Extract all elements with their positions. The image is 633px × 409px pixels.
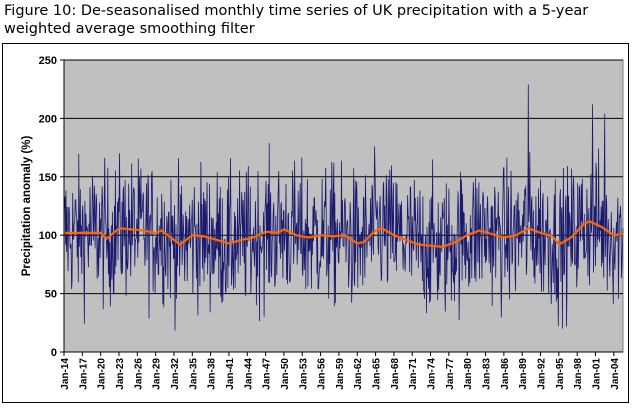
x-tick-label: Jan-80	[463, 358, 474, 390]
x-tick-label: Jan-26	[133, 358, 144, 390]
y-tick-label: 0	[51, 347, 57, 359]
x-tick-label: Jan-89	[518, 358, 529, 390]
x-tick-label: Jan-53	[298, 358, 309, 390]
x-tick-label: Jan-41	[225, 358, 236, 390]
x-tick-labels: Jan-14 Jan-17 Jan-20 Jan-23 Jan-26 Jan-29 Jan-…	[60, 358, 621, 390]
gridlines	[60, 59, 623, 353]
y-tick-labels: 0 50 100 150 200 250	[39, 55, 57, 359]
x-tick-label: Jan-65	[372, 358, 383, 390]
smoothed-series	[64, 220, 624, 248]
x-tick-label: Jan-29	[152, 358, 163, 390]
x-tick-label: Jan-44	[243, 358, 254, 390]
axes	[63, 60, 623, 356]
x-tick-label: Jan-14	[60, 358, 71, 390]
y-tick-label: 150	[39, 172, 57, 184]
x-tick-label: Jan-50	[280, 358, 291, 390]
x-tick-label: Jan-62	[353, 358, 364, 390]
x-tick-label: Jan-38	[207, 358, 218, 390]
y-tick-label: 100	[39, 230, 57, 242]
x-tick-label: Jan-47	[262, 358, 273, 390]
monthly-series-line	[63, 84, 624, 331]
x-tick-label: Jan-35	[188, 358, 199, 390]
y-axis-label: Precipitation anomaly (%)	[21, 136, 33, 277]
smoothed-series-line	[64, 220, 624, 248]
x-tick-label: Jan-83	[482, 358, 493, 390]
x-tick-label: Jan-92	[537, 358, 548, 390]
figure-title: Figure 10: De-seasonalised monthly time …	[4, 3, 589, 37]
x-tick-label: Jan-77	[445, 358, 456, 390]
x-tick-label: Jan-98	[573, 358, 584, 390]
x-tick-label: Jan-86	[500, 358, 511, 390]
x-tick-label: Jan-71	[408, 358, 419, 390]
x-tick-label: Jan-04	[610, 358, 621, 390]
x-tick-label: Jan-32	[170, 358, 181, 390]
x-tick-label: Jan-17	[78, 358, 89, 390]
monthly-series	[63, 84, 624, 331]
x-tick-label: Jan-95	[555, 358, 566, 390]
x-tick-label: Jan-23	[115, 358, 126, 390]
x-tick-label: Jan-68	[390, 358, 401, 390]
x-tick-label: Jan-74	[427, 358, 438, 390]
plot-background	[63, 59, 624, 353]
x-tick-label: Jan-56	[317, 358, 328, 390]
y-tick-label: 200	[39, 113, 57, 125]
x-tick-label: Jan-59	[335, 358, 346, 390]
x-tick-label: Jan-20	[97, 358, 108, 390]
y-tick-label: 250	[39, 55, 57, 67]
y-tick-label: 50	[45, 289, 57, 301]
x-tick-label: Jan-01	[592, 358, 603, 390]
